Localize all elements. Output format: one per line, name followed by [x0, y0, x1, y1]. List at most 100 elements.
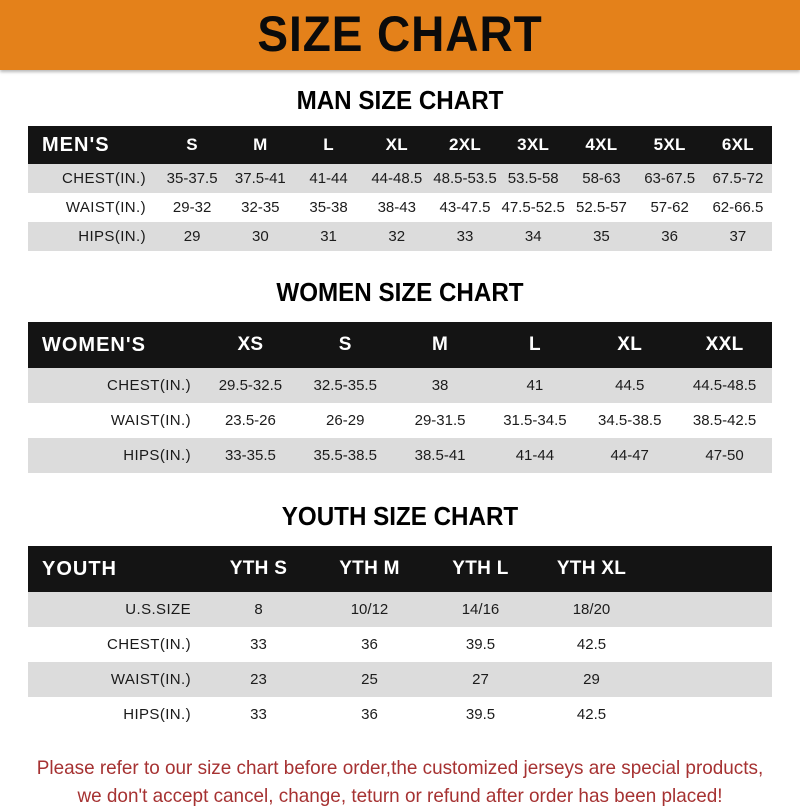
men-col-header: 3XL [517, 135, 550, 154]
table-cell: 52.5-57 [575, 199, 627, 216]
men-row-label: CHEST(IN.) [62, 170, 146, 187]
table-cell: 18/20 [572, 601, 611, 618]
men-section-title: MAN SIZE CHART [296, 85, 504, 115]
table-cell: 36 [661, 228, 678, 245]
table-cell: 33-35.5 [224, 447, 276, 464]
page-banner: SIZE CHART [0, 0, 800, 70]
table-cell: 33 [456, 228, 474, 245]
table-cell: 29 [183, 228, 201, 245]
youth-row-label: CHEST(IN.) [107, 636, 191, 653]
men-col-header: S [186, 135, 198, 154]
table-cell: 38 [431, 377, 449, 394]
table-cell: 39.5 [465, 706, 496, 723]
spacer-women [0, 305, 800, 322]
youth-section-title: YOUTH SIZE CHART [281, 501, 519, 531]
table-cell: 37 [729, 228, 747, 245]
women-col-header: M [432, 334, 449, 355]
table-cell: 32.5-35.5 [313, 377, 377, 394]
table-row: HIPS(IN.) 33 36 39.5 42.5 [28, 697, 772, 732]
women-col-header: L [528, 334, 541, 355]
table-cell: 31.5-34.5 [503, 412, 567, 429]
men-col-header: 4XL [585, 135, 618, 154]
men-col-header: 6XL [721, 135, 754, 154]
row-filler [647, 627, 772, 662]
table-row: U.S.SIZE 8 10/12 14/16 18/20 [28, 592, 772, 627]
table-cell: 43-47.5 [439, 199, 491, 216]
table-cell: 36 [361, 636, 378, 653]
youth-col-header: YTH S [229, 558, 288, 579]
table-cell: 30 [251, 228, 269, 245]
men-col-header: 5XL [653, 135, 686, 154]
youth-col-header: YTH M [339, 558, 400, 579]
row-filler [647, 697, 772, 732]
women-row-label: HIPS(IN.) [123, 447, 191, 464]
table-cell: 48.5-53.5 [433, 170, 497, 187]
table-cell: 29-31.5 [414, 412, 466, 429]
table-cell: 36 [361, 706, 378, 723]
women-row-label: CHEST(IN.) [107, 377, 191, 394]
table-cell: 27 [472, 671, 489, 688]
table-row: HIPS(IN.) 33-35.5 35.5-38.5 38.5-41 41-4… [28, 438, 772, 473]
table-cell: 44.5-48.5 [692, 377, 757, 394]
table-cell: 34.5-38.5 [598, 412, 662, 429]
youth-row-label: WAIST(IN.) [110, 671, 191, 688]
table-cell: 35-38 [309, 199, 348, 216]
men-size-table: MEN'S S M L XL 2XL 3XL 4XL 5XL 6XL CHEST… [28, 126, 772, 251]
table-cell: 41 [526, 377, 544, 394]
table-row: WAIST(IN.) 23 25 27 29 [28, 662, 772, 697]
table-row: HIPS(IN.) 29 30 31 32 33 34 35 36 37 [28, 222, 772, 251]
table-cell: 38-43 [377, 199, 416, 216]
table-cell: 44-47 [610, 447, 649, 464]
women-section-title: WOMEN SIZE CHART [276, 277, 524, 307]
men-row-label: WAIST(IN.) [65, 199, 146, 216]
table-cell: 44-48.5 [371, 170, 423, 187]
table-cell: 47-50 [705, 447, 744, 464]
youth-col-header: YTH XL [556, 558, 627, 579]
youth-table-header-row: YOUTH YTH S YTH M YTH L YTH XL [28, 546, 772, 592]
spacer-note [0, 732, 800, 754]
men-table-header-row: MEN'S S M L XL 2XL 3XL 4XL 5XL 6XL [28, 126, 772, 164]
men-col-header: M [253, 135, 268, 154]
table-cell: 57-62 [650, 199, 689, 216]
table-cell: 63-67.5 [644, 170, 696, 187]
table-cell: 8 [254, 601, 263, 618]
youth-corner-label: YOUTH [42, 557, 117, 580]
table-cell: 29.5-32.5 [218, 377, 283, 394]
table-cell: 33 [250, 636, 267, 653]
note-line-1: Please refer to our size chart before or… [36, 757, 764, 779]
women-col-header: XL [617, 334, 643, 355]
table-cell: 35.5-38.5 [313, 447, 377, 464]
youth-col-header: YTH L [452, 558, 509, 579]
table-cell: 29 [583, 671, 600, 688]
table-cell: 23.5-26 [224, 412, 276, 429]
row-filler [647, 592, 772, 627]
table-cell: 34 [524, 228, 542, 245]
table-row: CHEST(IN.) 33 36 39.5 42.5 [28, 627, 772, 662]
table-cell: 32 [388, 228, 406, 245]
youth-header-filler [647, 546, 772, 592]
women-table-header-row: WOMEN'S XS S M L XL XXL [28, 322, 772, 368]
table-cell: 67.5-72 [712, 170, 764, 187]
men-col-header: 2XL [448, 135, 482, 154]
women-col-header: XS [237, 334, 264, 355]
table-cell: 39.5 [465, 636, 496, 653]
table-cell: 31 [320, 228, 337, 245]
table-cell: 58-63 [582, 170, 621, 187]
table-cell: 35 [593, 228, 610, 245]
women-col-header: XXL [705, 334, 744, 355]
table-cell: 25 [361, 671, 378, 688]
table-row: WAIST(IN.) 23.5-26 26-29 29-31.5 31.5-34… [28, 403, 772, 438]
table-cell: 53.5-58 [507, 170, 559, 187]
table-row: CHEST(IN.) 29.5-32.5 32.5-35.5 38 41 44.… [28, 368, 772, 403]
youth-row-label: HIPS(IN.) [123, 706, 191, 723]
women-corner-label: WOMEN'S [42, 333, 146, 356]
table-row: CHEST(IN.) 35-37.5 37.5-41 41-44 44-48.5… [28, 164, 772, 193]
table-cell: 62-66.5 [712, 199, 764, 216]
table-cell: 33 [250, 706, 267, 723]
table-cell: 38.5-41 [414, 447, 466, 464]
table-cell: 38.5-42.5 [692, 412, 757, 429]
page-title: SIZE CHART [257, 6, 543, 62]
table-cell: 32-35 [241, 199, 280, 216]
row-filler [647, 662, 772, 697]
